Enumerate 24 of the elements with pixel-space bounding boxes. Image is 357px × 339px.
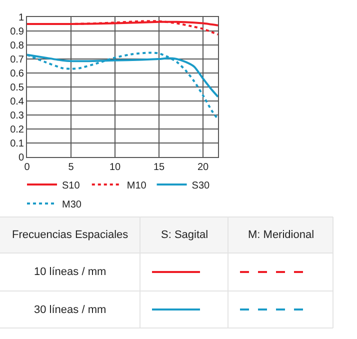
y-tick-label: 0 <box>18 152 24 164</box>
y-tick-label: 0.5 <box>10 82 24 94</box>
text: M: Meridional <box>248 229 314 241</box>
y-tick-label: 0.1 <box>10 138 24 150</box>
x-tick-label: 20 <box>197 162 210 173</box>
y-tick-label: 0.8 <box>10 40 24 52</box>
x-tick-label: 5 <box>68 162 74 173</box>
x-tick-label: 15 <box>153 162 166 173</box>
y-tick-label: 0.4 <box>10 96 24 108</box>
text: 10 líneas / mm <box>34 266 106 278</box>
legend-label: S10 <box>62 180 80 192</box>
y-tick-label: 0.9 <box>10 26 24 38</box>
y-tick-label: 0.7 <box>10 54 24 66</box>
legend-label: S30 <box>192 180 210 192</box>
text: Frecuencias Espaciales <box>12 229 129 241</box>
y-tick-label: 0.2 <box>10 124 24 136</box>
y-tick-label: 1 <box>18 12 24 24</box>
y-tick-label: 0.6 <box>10 68 24 80</box>
x-tick-label: 10 <box>109 162 122 173</box>
y-tick-label: 0.3 <box>10 110 24 122</box>
legend-label: M10 <box>126 180 147 192</box>
legend-label: M30 <box>62 199 82 210</box>
text: S: Sagital <box>161 229 208 241</box>
text: 30 líneas / mm <box>34 304 106 316</box>
